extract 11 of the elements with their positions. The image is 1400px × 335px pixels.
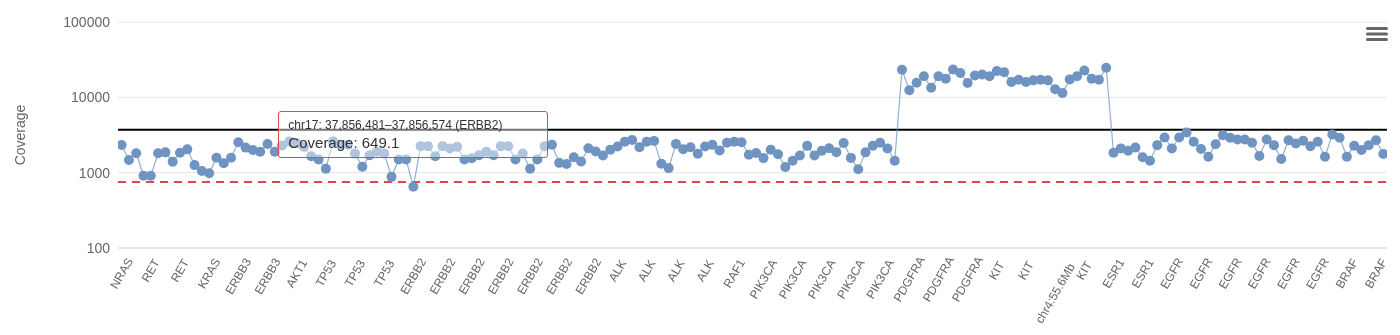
- annotation: Coverage: 649.1: [288, 133, 401, 151]
- annotation: chr17: 37,856,481–37,856,574 (ERBB2): [288, 117, 504, 132]
- y-tick-label: 10000: [71, 89, 111, 106]
- x-tick-label: KIT: [1073, 258, 1096, 283]
- y-axis-title: Coverage: [11, 104, 28, 166]
- tooltip: chr17: 37,856,481–37,856,574 (ERBB2) Coverage: 649.1: [278, 110, 549, 158]
- y-tick-label: 1000: [78, 164, 111, 181]
- x-tick-label: KIT: [986, 258, 1008, 283]
- y-tick-label: 100000: [63, 13, 111, 30]
- x-tick-label: KIT: [1015, 258, 1038, 283]
- y-tick-label: 100: [86, 239, 111, 256]
